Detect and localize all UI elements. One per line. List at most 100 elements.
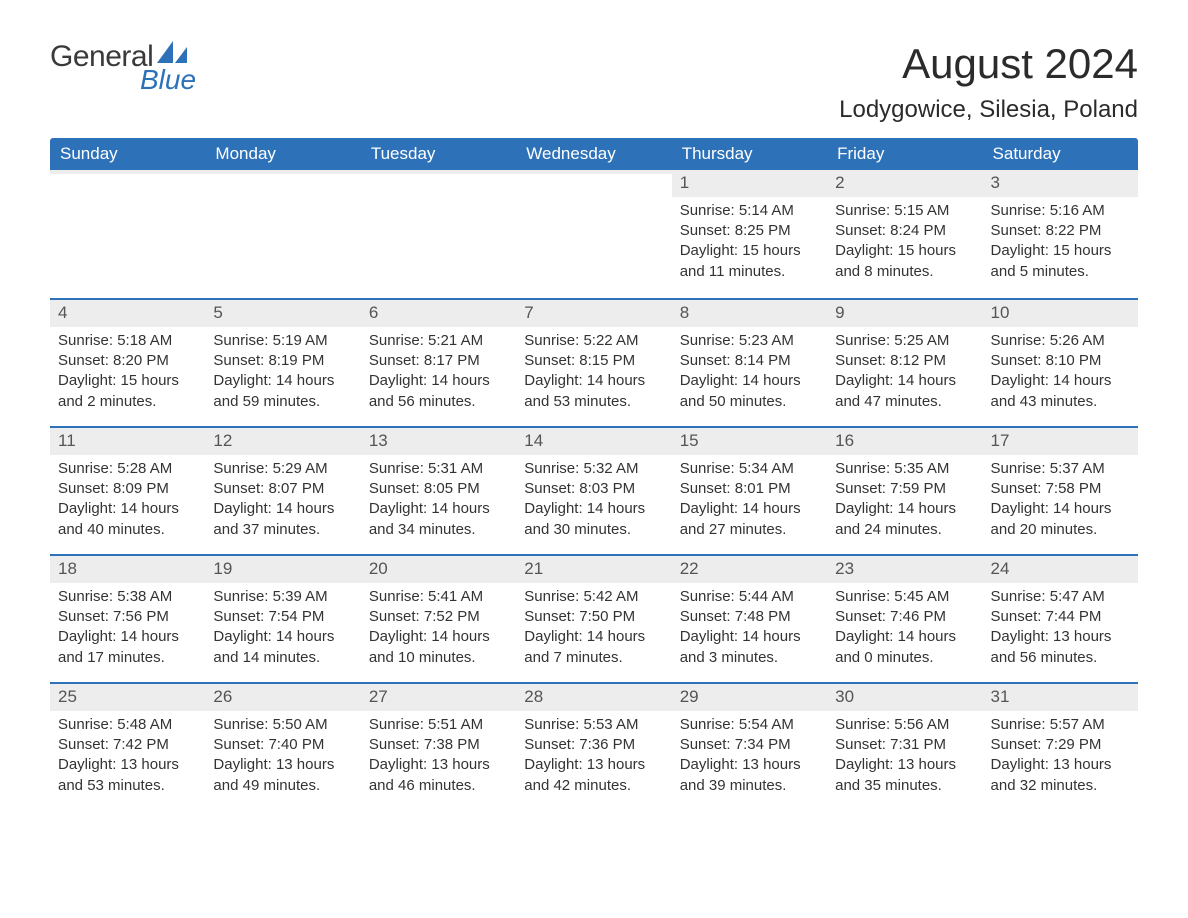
sunrise-label: Sunrise: 5:32 AM: [524, 459, 663, 479]
header: General Blue August 2024 Lodygowice, Sil…: [50, 40, 1138, 124]
daylight-label: Daylight: 13 hours and 39 minutes.: [680, 755, 819, 796]
day-body: Sunrise: 5:31 AMSunset: 8:05 PMDaylight:…: [361, 455, 516, 550]
day-number: 25: [50, 684, 205, 711]
calendar-day: [50, 170, 205, 298]
calendar-week: 25Sunrise: 5:48 AMSunset: 7:42 PMDayligh…: [50, 682, 1138, 810]
day-body: Sunrise: 5:18 AMSunset: 8:20 PMDaylight:…: [50, 327, 205, 422]
sunset-label: Sunset: 8:03 PM: [524, 479, 663, 499]
sunset-label: Sunset: 7:48 PM: [680, 607, 819, 627]
daylight-label: Daylight: 14 hours and 56 minutes.: [369, 371, 508, 412]
sunrise-label: Sunrise: 5:21 AM: [369, 331, 508, 351]
day-body: Sunrise: 5:48 AMSunset: 7:42 PMDaylight:…: [50, 711, 205, 806]
sunrise-label: Sunrise: 5:47 AM: [991, 587, 1130, 607]
sunset-label: Sunset: 7:46 PM: [835, 607, 974, 627]
sunset-label: Sunset: 8:25 PM: [680, 221, 819, 241]
day-number: 17: [983, 428, 1138, 455]
day-body: Sunrise: 5:22 AMSunset: 8:15 PMDaylight:…: [516, 327, 671, 422]
calendar-day: 26Sunrise: 5:50 AMSunset: 7:40 PMDayligh…: [205, 684, 360, 810]
sunset-label: Sunset: 8:01 PM: [680, 479, 819, 499]
daylight-label: Daylight: 14 hours and 59 minutes.: [213, 371, 352, 412]
day-body: Sunrise: 5:29 AMSunset: 8:07 PMDaylight:…: [205, 455, 360, 550]
sunset-label: Sunset: 7:54 PM: [213, 607, 352, 627]
day-number: 30: [827, 684, 982, 711]
weeks-container: 1Sunrise: 5:14 AMSunset: 8:25 PMDaylight…: [50, 170, 1138, 810]
sunrise-label: Sunrise: 5:38 AM: [58, 587, 197, 607]
sunset-label: Sunset: 7:56 PM: [58, 607, 197, 627]
calendar-day: 22Sunrise: 5:44 AMSunset: 7:48 PMDayligh…: [672, 556, 827, 682]
calendar-day: 9Sunrise: 5:25 AMSunset: 8:12 PMDaylight…: [827, 300, 982, 426]
sunset-label: Sunset: 8:19 PM: [213, 351, 352, 371]
day-number: 24: [983, 556, 1138, 583]
calendar-day: 21Sunrise: 5:42 AMSunset: 7:50 PMDayligh…: [516, 556, 671, 682]
day-body: Sunrise: 5:15 AMSunset: 8:24 PMDaylight:…: [827, 197, 982, 292]
sunrise-label: Sunrise: 5:37 AM: [991, 459, 1130, 479]
day-number: 13: [361, 428, 516, 455]
sunrise-label: Sunrise: 5:50 AM: [213, 715, 352, 735]
day-body: Sunrise: 5:54 AMSunset: 7:34 PMDaylight:…: [672, 711, 827, 806]
sunrise-label: Sunrise: 5:14 AM: [680, 201, 819, 221]
day-body: Sunrise: 5:38 AMSunset: 7:56 PMDaylight:…: [50, 583, 205, 678]
sunrise-label: Sunrise: 5:53 AM: [524, 715, 663, 735]
day-number: 3: [983, 170, 1138, 197]
day-body: Sunrise: 5:35 AMSunset: 7:59 PMDaylight:…: [827, 455, 982, 550]
sunset-label: Sunset: 8:12 PM: [835, 351, 974, 371]
brand-logo: General Blue: [50, 40, 196, 96]
daylight-label: Daylight: 14 hours and 7 minutes.: [524, 627, 663, 668]
sunset-label: Sunset: 8:14 PM: [680, 351, 819, 371]
sunset-label: Sunset: 7:52 PM: [369, 607, 508, 627]
sunrise-label: Sunrise: 5:56 AM: [835, 715, 974, 735]
calendar-day: [516, 170, 671, 298]
day-number: 5: [205, 300, 360, 327]
day-number: 2: [827, 170, 982, 197]
calendar: Sunday Monday Tuesday Wednesday Thursday…: [50, 138, 1138, 810]
calendar-day: 31Sunrise: 5:57 AMSunset: 7:29 PMDayligh…: [983, 684, 1138, 810]
brand-name-sub: Blue: [140, 64, 196, 96]
calendar-day: 30Sunrise: 5:56 AMSunset: 7:31 PMDayligh…: [827, 684, 982, 810]
day-body: Sunrise: 5:32 AMSunset: 8:03 PMDaylight:…: [516, 455, 671, 550]
daylight-label: Daylight: 13 hours and 46 minutes.: [369, 755, 508, 796]
day-number: 14: [516, 428, 671, 455]
sunrise-label: Sunrise: 5:31 AM: [369, 459, 508, 479]
calendar-day: 10Sunrise: 5:26 AMSunset: 8:10 PMDayligh…: [983, 300, 1138, 426]
daylight-label: Daylight: 13 hours and 35 minutes.: [835, 755, 974, 796]
day-number: 20: [361, 556, 516, 583]
sunset-label: Sunset: 7:29 PM: [991, 735, 1130, 755]
calendar-day: 4Sunrise: 5:18 AMSunset: 8:20 PMDaylight…: [50, 300, 205, 426]
day-number: [50, 170, 205, 174]
day-body: Sunrise: 5:23 AMSunset: 8:14 PMDaylight:…: [672, 327, 827, 422]
title-block: August 2024 Lodygowice, Silesia, Poland: [839, 40, 1138, 124]
calendar-day: 7Sunrise: 5:22 AMSunset: 8:15 PMDaylight…: [516, 300, 671, 426]
daylight-label: Daylight: 14 hours and 43 minutes.: [991, 371, 1130, 412]
day-body: Sunrise: 5:42 AMSunset: 7:50 PMDaylight:…: [516, 583, 671, 678]
daylight-label: Daylight: 14 hours and 17 minutes.: [58, 627, 197, 668]
calendar-day: 24Sunrise: 5:47 AMSunset: 7:44 PMDayligh…: [983, 556, 1138, 682]
calendar-day: 17Sunrise: 5:37 AMSunset: 7:58 PMDayligh…: [983, 428, 1138, 554]
day-number: 19: [205, 556, 360, 583]
sunset-label: Sunset: 8:15 PM: [524, 351, 663, 371]
daylight-label: Daylight: 15 hours and 8 minutes.: [835, 241, 974, 282]
sunrise-label: Sunrise: 5:28 AM: [58, 459, 197, 479]
sunrise-label: Sunrise: 5:15 AM: [835, 201, 974, 221]
day-body: Sunrise: 5:51 AMSunset: 7:38 PMDaylight:…: [361, 711, 516, 806]
calendar-day: 1Sunrise: 5:14 AMSunset: 8:25 PMDaylight…: [672, 170, 827, 298]
day-body: Sunrise: 5:45 AMSunset: 7:46 PMDaylight:…: [827, 583, 982, 678]
day-number: 23: [827, 556, 982, 583]
day-number: 6: [361, 300, 516, 327]
sunrise-label: Sunrise: 5:44 AM: [680, 587, 819, 607]
day-number: 27: [361, 684, 516, 711]
sunset-label: Sunset: 8:05 PM: [369, 479, 508, 499]
calendar-day: 11Sunrise: 5:28 AMSunset: 8:09 PMDayligh…: [50, 428, 205, 554]
sunrise-label: Sunrise: 5:54 AM: [680, 715, 819, 735]
day-body: Sunrise: 5:44 AMSunset: 7:48 PMDaylight:…: [672, 583, 827, 678]
sunrise-label: Sunrise: 5:48 AM: [58, 715, 197, 735]
calendar-day: 28Sunrise: 5:53 AMSunset: 7:36 PMDayligh…: [516, 684, 671, 810]
sunset-label: Sunset: 7:59 PM: [835, 479, 974, 499]
calendar-day: 5Sunrise: 5:19 AMSunset: 8:19 PMDaylight…: [205, 300, 360, 426]
day-number: 9: [827, 300, 982, 327]
daylight-label: Daylight: 14 hours and 0 minutes.: [835, 627, 974, 668]
day-body: Sunrise: 5:41 AMSunset: 7:52 PMDaylight:…: [361, 583, 516, 678]
day-body: Sunrise: 5:25 AMSunset: 8:12 PMDaylight:…: [827, 327, 982, 422]
calendar-day: 23Sunrise: 5:45 AMSunset: 7:46 PMDayligh…: [827, 556, 982, 682]
calendar-day: 16Sunrise: 5:35 AMSunset: 7:59 PMDayligh…: [827, 428, 982, 554]
day-number: 28: [516, 684, 671, 711]
